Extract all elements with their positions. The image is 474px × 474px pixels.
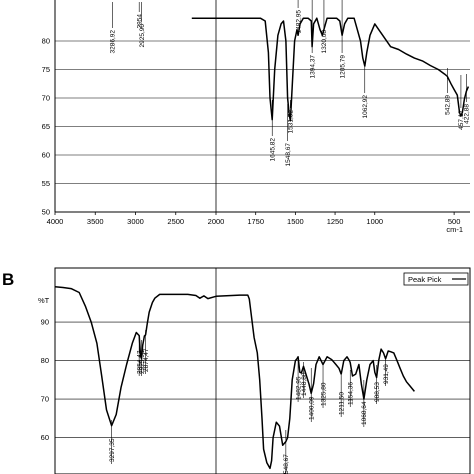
panel-a-x-tick-label: 1500 <box>287 217 304 226</box>
panel-b-peak-label: 548,67 <box>283 454 290 474</box>
panel-a-spectrum: 50 55 60 65 70 75 80 4000 3500 3000 2500 2000 1750 1… <box>42 0 471 234</box>
panel-a-peak-label: 542,89 <box>445 95 452 115</box>
panel-a-peak-label: 1482,95 <box>295 10 302 34</box>
panel-a-peak-label: 1645,82 <box>270 138 277 162</box>
panel-b-peak-label: 931,49 <box>383 364 390 384</box>
panel-a-x-tick-label: 2000 <box>208 217 225 226</box>
panel-a-x-tick-label: 1250 <box>327 217 344 226</box>
panel-a-peak-label: 1062,92 <box>362 95 369 119</box>
panel-b-spectrum: B 60 70 80 90 %T Peak Pick 3297,35 2954,4729… <box>2 267 471 474</box>
panel-b-peak-label: 1211,50 <box>338 392 345 415</box>
panel-a-y-tick-label: 55 <box>42 179 50 188</box>
panel-b-y-tick-label: 60 <box>41 433 49 442</box>
panel-b-frame <box>54 267 471 474</box>
panel-a-y-tick-label: 70 <box>42 94 50 103</box>
legend-entry-label: Peak Pick <box>408 275 442 284</box>
panel-b-peak-label: 1448,80 <box>301 372 308 396</box>
panel-a-x-tick-label: 500 <box>448 217 461 226</box>
panel-b-peak-label: 1068,64 <box>361 401 368 425</box>
panel-a-x-tick-label: 2500 <box>167 217 184 226</box>
panel-b-peak-label: 1400,09 <box>309 396 316 420</box>
panel-b-legend: Peak Pick <box>403 272 469 286</box>
panel-a-y-tick-label: 60 <box>42 151 50 160</box>
panel-a-series-line <box>191 17 470 122</box>
panel-a-peak-label: 2925,90 <box>139 24 146 48</box>
panel-a-gridlines <box>55 0 470 212</box>
panel-b-peak-label: 1154,36 <box>348 382 355 405</box>
panel-a-x-tick-label: 1750 <box>247 217 264 226</box>
panel-a-peak-label: 1320,08 <box>321 30 328 54</box>
panel-a-peak-label: 1205,79 <box>339 55 346 79</box>
panel-a-y-tick-label: 80 <box>42 37 50 46</box>
panel-b-y-tick-label: 70 <box>41 395 49 404</box>
panel-b-peak-label: 1325,80 <box>320 382 327 406</box>
panel-b-y-tick-label: 90 <box>41 318 49 327</box>
panel-a-peak-label: 2954 <box>137 14 144 29</box>
legend-box <box>403 272 469 286</box>
panel-b-peak-label: 3297,35 <box>109 438 116 462</box>
panel-b-label: B <box>2 270 14 289</box>
panel-a-y-tick-labels: 50 55 60 65 70 75 80 <box>42 37 50 217</box>
panel-a-peak-label: 422,88 <box>464 104 471 124</box>
panel-b-peak-label: 2874,47 <box>143 348 150 372</box>
panel-a-x-tick-labels: 4000 3500 3000 2500 2000 1750 1500 1250 1000 500 <box>47 212 461 226</box>
panel-a-y-tick-label: 50 <box>42 208 50 217</box>
panel-b-peak-label: 1482,95 <box>295 376 302 400</box>
panel-b-peak-label: 2954,47 <box>136 350 143 374</box>
panel-a-peak-label: 457,17 <box>458 110 465 130</box>
panel-a-peak-label: 1548,67 <box>285 143 292 167</box>
panel-b-y-tick-label: 80 <box>41 356 49 365</box>
panel-a-x-tick-label: 3500 <box>87 217 104 226</box>
panel-b-y-unit-label: %T <box>38 296 50 305</box>
panel-b-y-tick-labels: 60 70 80 90 <box>41 318 49 443</box>
panel-a-y-tick-label: 75 <box>42 65 50 74</box>
panel-a-peak-label: 1531,52 <box>288 110 295 134</box>
panel-a-peak-label: 1394,37 <box>309 55 316 79</box>
panel-a-y-tick-label: 65 <box>42 122 50 131</box>
panel-b-gridlines <box>55 268 470 474</box>
panel-a-peak-label: 3286,92 <box>110 30 117 54</box>
panel-a-x-tick-label: 3000 <box>127 217 144 226</box>
panel-a-x-unit-label: cm-1 <box>446 225 463 234</box>
panel-b-peak-label: 988,53 <box>374 382 381 402</box>
panel-a-x-tick-label: 1000 <box>366 217 383 226</box>
panel-a-x-tick-label: 4000 <box>47 217 64 226</box>
panel-b-peak-label: 2925,90 <box>139 350 146 374</box>
